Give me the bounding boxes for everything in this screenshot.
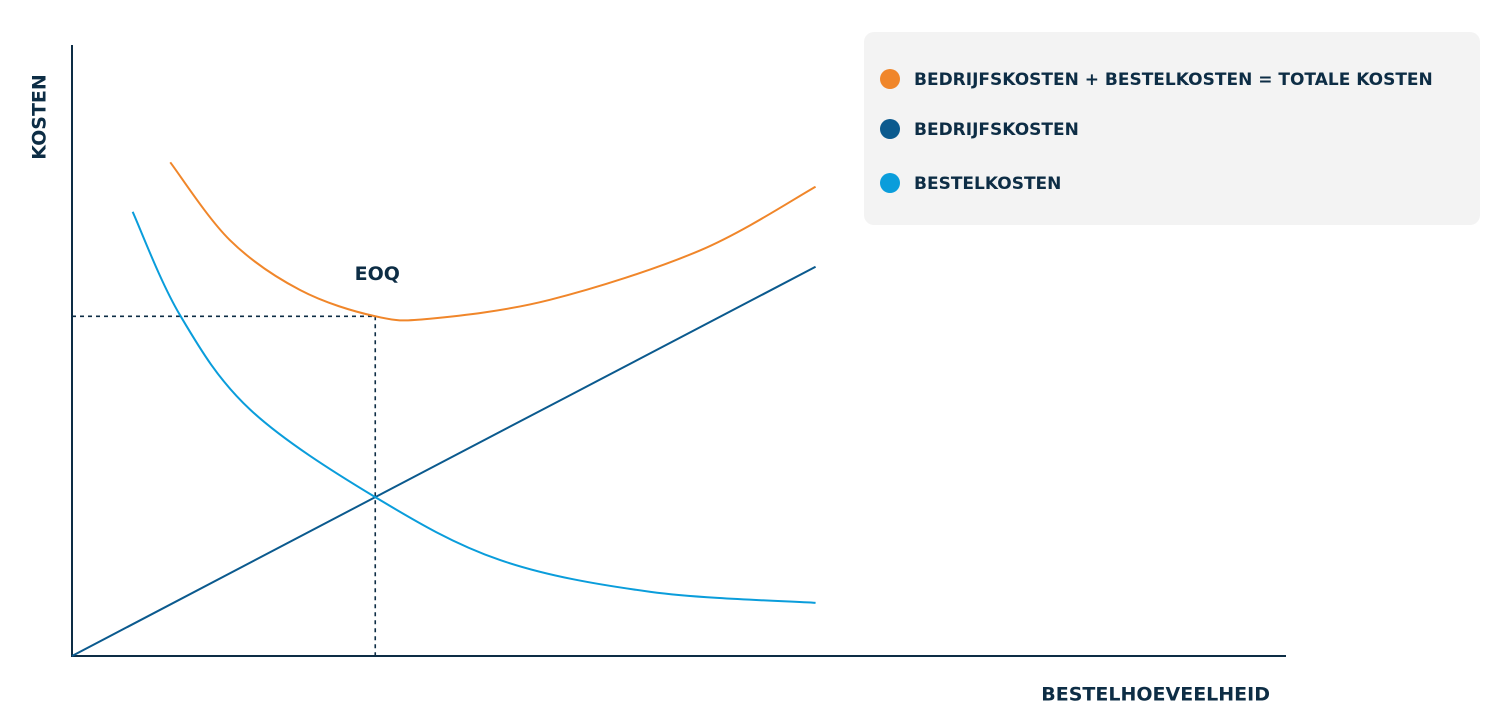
- legend-box: [864, 32, 1480, 225]
- legend-swatch: [880, 119, 900, 139]
- legend-label: BEDRIJFSKOSTEN: [914, 120, 1079, 140]
- eoq-label: EOQ: [355, 263, 400, 285]
- x-axis-label: BESTELHOEVEELHEID: [1041, 684, 1270, 706]
- legend-swatch: [880, 69, 900, 89]
- y-axis-label: KOSTEN: [29, 74, 51, 160]
- legend-swatch: [880, 173, 900, 193]
- legend-label: BESTELKOSTEN: [914, 174, 1061, 194]
- legend-label: BEDRIJFSKOSTEN + BESTELKOSTEN = TOTALE K…: [914, 70, 1433, 90]
- curve: [71, 265, 817, 657]
- curve: [169, 161, 817, 322]
- curve: [131, 211, 816, 604]
